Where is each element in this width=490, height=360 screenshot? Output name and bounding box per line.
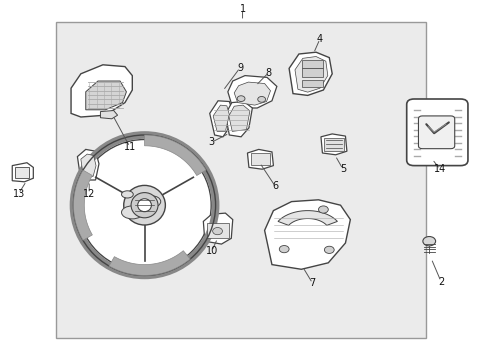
Circle shape <box>318 206 328 213</box>
Bar <box>15 167 29 178</box>
Ellipse shape <box>143 196 161 207</box>
Ellipse shape <box>122 206 143 219</box>
Polygon shape <box>289 52 332 95</box>
Circle shape <box>279 246 289 253</box>
Text: 14: 14 <box>434 164 446 174</box>
Circle shape <box>237 96 245 102</box>
Text: 4: 4 <box>317 34 323 44</box>
Text: 2: 2 <box>438 276 444 287</box>
Polygon shape <box>228 76 277 108</box>
Text: 12: 12 <box>83 189 96 199</box>
Circle shape <box>213 228 222 235</box>
Polygon shape <box>234 82 270 105</box>
Polygon shape <box>229 105 250 131</box>
Polygon shape <box>74 170 92 240</box>
Text: 7: 7 <box>310 278 316 288</box>
Bar <box>56 22 426 338</box>
Polygon shape <box>109 251 190 275</box>
Polygon shape <box>145 135 206 176</box>
Text: 10: 10 <box>206 246 218 256</box>
Ellipse shape <box>131 193 158 218</box>
FancyBboxPatch shape <box>418 116 455 149</box>
Polygon shape <box>213 105 229 131</box>
Polygon shape <box>225 102 252 137</box>
Polygon shape <box>77 149 99 180</box>
Ellipse shape <box>122 191 133 198</box>
Text: 11: 11 <box>123 142 136 152</box>
Text: 1: 1 <box>240 4 245 14</box>
Polygon shape <box>86 81 126 110</box>
Bar <box>324 138 344 151</box>
Text: 9: 9 <box>237 63 243 73</box>
Polygon shape <box>278 211 338 225</box>
Bar <box>251 153 270 165</box>
Polygon shape <box>71 65 132 117</box>
Ellipse shape <box>123 185 165 225</box>
Bar <box>207 223 229 238</box>
Text: 5: 5 <box>340 164 346 174</box>
Text: 3: 3 <box>209 137 215 147</box>
Polygon shape <box>321 134 347 155</box>
Polygon shape <box>247 149 273 169</box>
Polygon shape <box>265 200 350 269</box>
Text: 8: 8 <box>266 68 271 78</box>
Circle shape <box>423 237 436 246</box>
Polygon shape <box>81 154 96 176</box>
Circle shape <box>258 96 266 102</box>
Polygon shape <box>210 101 233 137</box>
Bar <box>302 68 323 77</box>
Circle shape <box>324 246 334 253</box>
Polygon shape <box>100 111 118 119</box>
Text: 13: 13 <box>13 189 24 199</box>
FancyBboxPatch shape <box>407 99 468 166</box>
Text: 6: 6 <box>272 181 278 192</box>
Ellipse shape <box>78 139 211 271</box>
Polygon shape <box>295 57 328 92</box>
Bar <box>302 80 323 87</box>
Bar <box>302 60 323 68</box>
Ellipse shape <box>138 199 151 212</box>
Polygon shape <box>203 213 233 244</box>
Polygon shape <box>12 163 33 182</box>
